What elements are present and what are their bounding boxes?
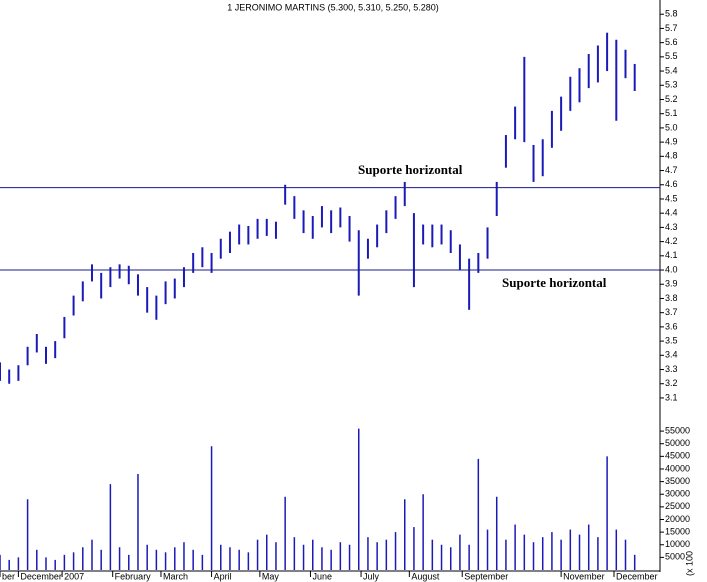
chart-title: 1 JERONIMO MARTINS (5.300, 5.310, 5.250,…	[227, 2, 438, 12]
y-tick-label: 5.2	[665, 94, 678, 104]
y-tick-label: 4.9	[665, 136, 678, 146]
y-tick-label: 5.3	[665, 80, 678, 90]
y-tick-label: 35000	[665, 476, 690, 486]
volume-unit: (x 100	[684, 551, 694, 576]
y-tick-label: 3.6	[665, 321, 678, 331]
y-tick-label: 50000	[665, 438, 690, 448]
x-tick-label: May	[262, 571, 280, 581]
y-tick-label: 25000	[665, 501, 690, 511]
x-tick-label: 2007	[64, 571, 84, 581]
y-tick-label: 5.4	[665, 65, 678, 75]
y-tick-label: 3.3	[665, 364, 678, 374]
y-tick-label: 5.5	[665, 51, 678, 61]
y-tick-label: 4.4	[665, 208, 678, 218]
y-tick-label: 4.5	[665, 193, 678, 203]
y-tick-label: 55000	[665, 425, 690, 435]
y-tick-label: 5.0	[665, 122, 678, 132]
x-tick-label: July	[363, 571, 380, 581]
y-tick-label: 40000	[665, 463, 690, 473]
x-tick-label: November	[563, 571, 605, 581]
y-tick-label: 4.1	[665, 250, 678, 260]
y-tick-label: 4.0	[665, 264, 678, 274]
x-tick-label: February	[115, 571, 152, 581]
x-tick-label: June	[312, 571, 332, 581]
y-tick-label: 3.9	[665, 279, 678, 289]
y-tick-label: 5000	[665, 552, 685, 562]
annotation: Suporte horizontal	[358, 162, 463, 177]
y-tick-label: 45000	[665, 451, 690, 461]
y-tick-label: 5.7	[665, 23, 678, 33]
y-tick-label: 3.1	[665, 392, 678, 402]
y-tick-label: 4.8	[665, 151, 678, 161]
x-tick-label: March	[163, 571, 188, 581]
x-tick-label: April	[214, 571, 232, 581]
y-tick-label: 3.2	[665, 378, 678, 388]
x-tick-label: August	[411, 571, 440, 581]
y-tick-label: 15000	[665, 526, 690, 536]
x-tick-label: September	[464, 571, 508, 581]
y-tick-label: 10000	[665, 539, 690, 549]
y-tick-label: 5.8	[665, 9, 678, 19]
y-tick-label: 3.5	[665, 335, 678, 345]
y-tick-label: 5.6	[665, 37, 678, 47]
y-tick-label: 30000	[665, 489, 690, 499]
y-tick-label: 4.2	[665, 236, 678, 246]
y-tick-label: 5.1	[665, 108, 678, 118]
y-tick-label: 3.4	[665, 350, 678, 360]
y-tick-label: 4.3	[665, 222, 678, 232]
x-tick-label: December	[20, 571, 62, 581]
y-tick-label: 4.6	[665, 179, 678, 189]
x-tick-label: ber	[2, 571, 15, 581]
y-tick-label: 20000	[665, 514, 690, 524]
y-tick-label: 4.7	[665, 165, 678, 175]
y-tick-label: 3.7	[665, 307, 678, 317]
y-tick-label: 3.8	[665, 293, 678, 303]
annotation: Suporte horizontal	[502, 275, 607, 290]
x-tick-label: December	[616, 571, 658, 581]
